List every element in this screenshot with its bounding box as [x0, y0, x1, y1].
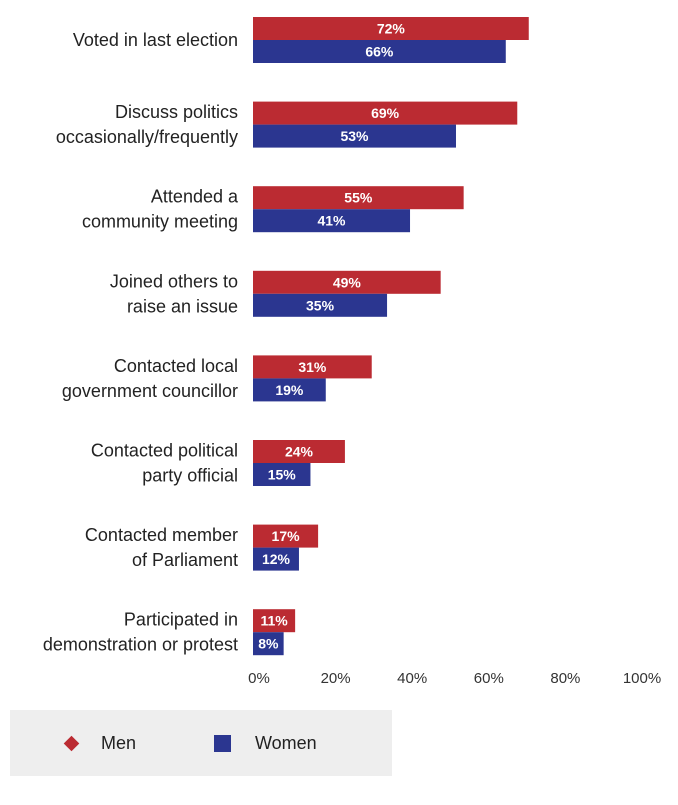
bar-men — [253, 355, 372, 379]
data-label-men: 49% — [333, 274, 362, 290]
bar-women — [253, 209, 411, 233]
category-label: occasionally/frequently — [56, 127, 238, 147]
legend-item-women: Women — [214, 710, 317, 776]
women-square-icon — [214, 734, 231, 752]
bar-women — [253, 40, 506, 63]
category-label: Contacted member — [85, 525, 238, 545]
data-label-women: 35% — [306, 297, 335, 313]
bar-men — [253, 101, 518, 125]
bar-women — [253, 547, 299, 571]
x-tick-label: 0% — [248, 670, 270, 687]
data-label-men: 69% — [371, 105, 400, 121]
data-label-men: 11% — [260, 613, 288, 629]
data-label-women: 15% — [268, 467, 297, 483]
category-label: Discuss politics — [115, 102, 238, 122]
bar-men — [253, 440, 345, 463]
x-tick-label: 60% — [474, 670, 504, 687]
men-diamond-icon — [63, 735, 80, 751]
legend-item-men: Men — [63, 710, 137, 776]
x-tick-label: 20% — [321, 670, 351, 687]
data-label-men: 31% — [298, 359, 327, 375]
data-label-women: 66% — [365, 44, 394, 60]
bar-chart-plot: Voted in last election 72% 66% Discuss poli… — [43, 17, 661, 687]
data-label-women: 12% — [262, 551, 291, 567]
x-tick-label: 80% — [550, 670, 580, 687]
data-label-men: 17% — [272, 528, 301, 544]
category-label: Attended a — [151, 187, 239, 207]
data-label-women: 53% — [340, 128, 369, 144]
data-label-men: 24% — [285, 444, 314, 460]
legend-label-men: Men — [101, 732, 137, 753]
data-label-women: 19% — [275, 382, 304, 398]
data-label-men: 72% — [377, 21, 406, 37]
x-tick-label: 40% — [397, 670, 427, 687]
category-label: demonstration or protest — [43, 635, 238, 655]
bar-women — [253, 463, 311, 486]
legend: Men Women — [10, 710, 392, 776]
bar-women — [253, 124, 456, 148]
bar-men — [253, 186, 464, 210]
bar-women — [253, 293, 388, 317]
category-label: Contacted political — [91, 441, 238, 461]
category-label: Voted in last election — [73, 30, 238, 50]
x-tick-label: 100% — [623, 670, 661, 687]
category-label: Joined others to — [110, 271, 238, 291]
bar-men — [253, 524, 319, 548]
bar-women — [253, 378, 326, 402]
category-label: party official — [142, 466, 238, 486]
category-label: Participated in — [124, 610, 238, 630]
bar-men — [253, 17, 529, 40]
category-label: of Parliament — [132, 550, 238, 570]
data-label-men: 55% — [344, 190, 373, 206]
bar-men — [253, 609, 296, 633]
legend-label-women: Women — [255, 732, 317, 753]
data-label-women: 41% — [317, 213, 346, 229]
bar-men — [253, 270, 441, 294]
data-label-women: 8% — [258, 636, 279, 652]
category-label: raise an issue — [127, 296, 238, 316]
category-label: community meeting — [82, 212, 238, 232]
category-label: government councillor — [62, 381, 238, 401]
bar-women — [253, 632, 284, 656]
category-label: Contacted local — [114, 356, 238, 376]
